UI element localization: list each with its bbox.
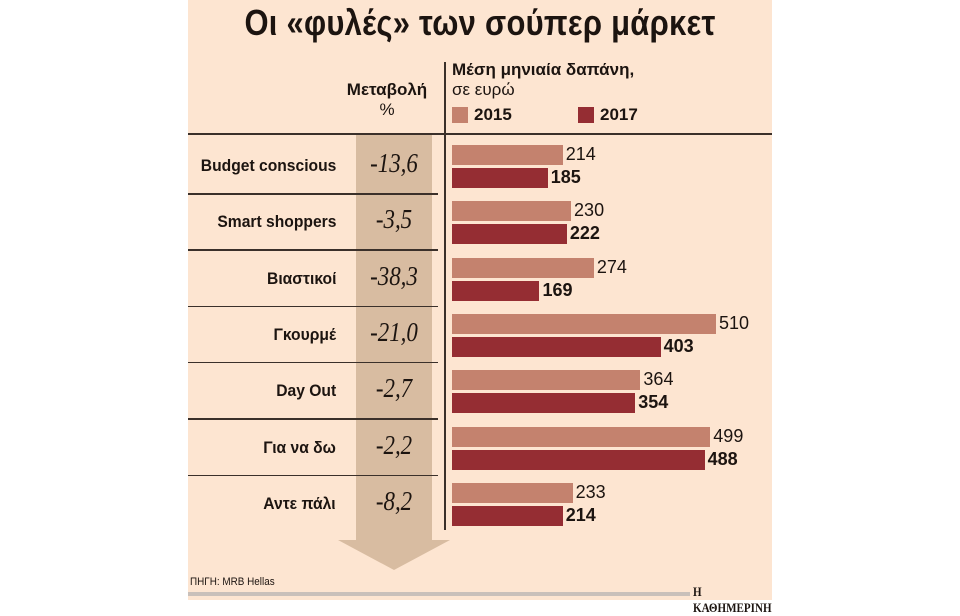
legend-label-2017: 2017 bbox=[600, 105, 638, 124]
value-label-2015: 214 bbox=[565, 144, 596, 164]
legend-label-2015: 2015 bbox=[474, 105, 512, 124]
change-unit: % bbox=[379, 100, 395, 119]
bar-2015 bbox=[452, 426, 711, 447]
category-label: Smart shoppers bbox=[216, 212, 336, 232]
row-separator bbox=[188, 249, 438, 251]
category-label: Για να δω bbox=[263, 437, 336, 457]
legend-swatch-2017 bbox=[578, 107, 594, 123]
value-label-2015: 233 bbox=[575, 481, 606, 502]
value-label-2017: 214 bbox=[565, 504, 596, 525]
row-separator bbox=[188, 193, 438, 195]
bar-2015 bbox=[452, 201, 572, 222]
value-label-2015: 499 bbox=[713, 425, 744, 446]
bar-2015 bbox=[452, 482, 573, 503]
category-label: Γκουρμέ bbox=[273, 324, 336, 344]
row-separator bbox=[188, 305, 438, 308]
change-value: -21,0 bbox=[370, 316, 418, 347]
category-label: Budget conscious bbox=[200, 156, 336, 175]
bar-2017 bbox=[452, 224, 567, 245]
footer-rule bbox=[188, 592, 690, 596]
row-separator bbox=[188, 474, 438, 476]
value-label-2015: 510 bbox=[719, 312, 750, 333]
category-label: Αντε πάλι bbox=[263, 493, 336, 513]
value-label-2017: 403 bbox=[663, 335, 694, 356]
bar-2017 bbox=[452, 336, 661, 357]
bar-2017 bbox=[452, 505, 563, 526]
value-label-2015: 274 bbox=[596, 256, 627, 277]
change-value: -13,6 bbox=[370, 148, 418, 178]
value-label-2017: 222 bbox=[569, 223, 600, 244]
bar-2015 bbox=[452, 145, 563, 165]
chart-title: Οι «φυλές» των σούπερ μάρκετ bbox=[244, 2, 716, 43]
publisher-logo: Η ΚΑΘΗΜΕΡΙΝΗ bbox=[693, 584, 772, 615]
value-label-2017: 169 bbox=[542, 279, 573, 300]
spend-unit: σε ευρώ bbox=[452, 80, 515, 99]
change-value: -38,3 bbox=[370, 260, 418, 291]
bar-2017 bbox=[452, 280, 540, 301]
header-rule bbox=[188, 133, 772, 135]
value-label-2017: 354 bbox=[638, 392, 669, 413]
bar-2017 bbox=[452, 168, 548, 188]
change-header: Μεταβολή bbox=[346, 80, 428, 99]
change-value: -8,2 bbox=[375, 485, 413, 516]
source-note: ΠΗΓΗ: MRB Hellas bbox=[190, 576, 275, 588]
bar-2017 bbox=[452, 393, 636, 414]
bar-2015 bbox=[452, 257, 594, 278]
bar-2015 bbox=[452, 313, 716, 334]
legend-swatch-2015 bbox=[452, 107, 468, 123]
bar-2017 bbox=[452, 449, 705, 470]
value-label-2015: 230 bbox=[574, 200, 605, 221]
category-label: Βιαστικοί bbox=[266, 268, 336, 288]
value-label-2017: 488 bbox=[707, 448, 738, 469]
value-label-2017: 185 bbox=[550, 167, 581, 187]
change-value: -3,5 bbox=[375, 204, 413, 235]
column-divider bbox=[444, 62, 446, 530]
row-separator bbox=[188, 418, 438, 420]
category-label: Day Out bbox=[276, 381, 336, 401]
change-arrow bbox=[338, 133, 450, 570]
spend-header: Μέση μηνιαία δαπάνη, bbox=[452, 60, 635, 79]
change-value: -2,7 bbox=[375, 373, 413, 404]
bar-2015 bbox=[452, 370, 641, 391]
value-label-2015: 364 bbox=[643, 369, 674, 390]
row-separator bbox=[188, 361, 438, 364]
infographic-panel: Οι «φυλές» των σούπερ μάρκετ Μεταβολή % … bbox=[188, 0, 772, 615]
change-value: -2,2 bbox=[375, 429, 413, 460]
